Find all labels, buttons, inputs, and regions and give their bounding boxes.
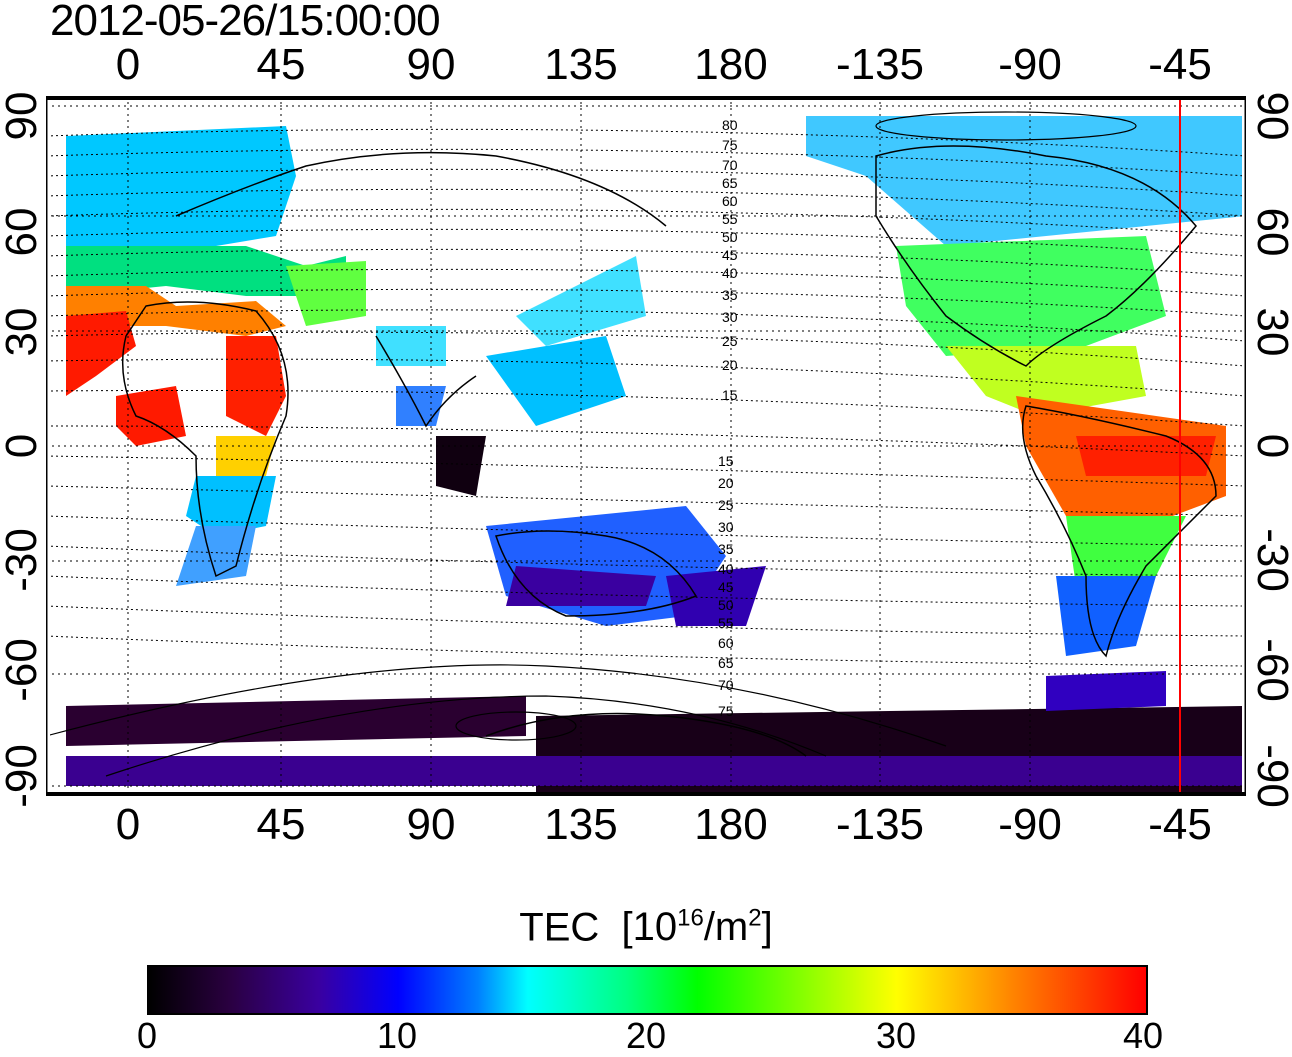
lon-tick-top: 135	[544, 40, 618, 89]
colorbar-unit: [1016/m2]	[622, 905, 773, 949]
colorbar-tick: 0	[136, 1015, 158, 1056]
contour-label: 35	[722, 287, 738, 303]
contour-label: 25	[718, 497, 734, 513]
colorbar-tick: 30	[875, 1015, 917, 1056]
lon-tick-bottom: -45	[1148, 800, 1212, 849]
contour-label: 65	[722, 175, 738, 191]
contour-label: 70	[722, 157, 738, 173]
colorbar-tick: 10	[376, 1015, 418, 1056]
contour-label: 60	[718, 635, 734, 651]
contour-label: 40	[722, 265, 738, 281]
contour-label: 60	[722, 193, 738, 209]
colorbar-tick: 40	[1122, 1015, 1164, 1056]
lon-tick-bottom: -90	[998, 800, 1062, 849]
lon-tick-bottom: -135	[835, 800, 925, 849]
lat-tick-left: 90	[0, 91, 46, 141]
colorbar	[147, 965, 1148, 1015]
contour-label: 20	[718, 475, 734, 491]
lon-tick-bottom: 0	[115, 800, 141, 849]
contour-label: 65	[718, 655, 734, 671]
unit-exponent2: 2	[748, 905, 762, 932]
contour-label: 35	[718, 541, 734, 557]
lon-tick-bottom: 180	[694, 800, 768, 849]
contour-label: 15	[718, 453, 734, 469]
colorbar-quantity: TEC	[519, 905, 600, 950]
lat-tick-right: -30	[1248, 528, 1292, 592]
grid	[50, 100, 1242, 792]
lat-tick-left: 60	[0, 207, 46, 257]
timestamp: 2012-05-26/15:00:00	[50, 0, 441, 45]
lat-tick-right: -90	[1248, 744, 1292, 808]
tec-map: 80 75 70 65 60 55 50 45 40 35 30 25 20 1…	[46, 96, 1246, 796]
contour-label: 50	[722, 229, 738, 245]
lon-tick-top: -135	[835, 40, 925, 89]
contour-label: 45	[718, 579, 734, 595]
lon-tick-top: 180	[694, 40, 768, 89]
contour-lines	[50, 128, 1242, 667]
colorbar-title: TEC [1016/m2]	[0, 905, 1292, 950]
contour-label: 15	[722, 387, 738, 403]
lat-tick-right: -60	[1248, 638, 1292, 702]
contour-label: 40	[718, 561, 734, 577]
contour-label: 45	[722, 247, 738, 263]
lat-tick-right: 0	[1247, 406, 1292, 486]
contour-label: 55	[718, 615, 734, 631]
contour-label: 80	[722, 117, 738, 133]
lon-tick-top: -45	[1148, 40, 1212, 89]
contour-label: 55	[722, 211, 738, 227]
lat-tick-right: 60	[1248, 207, 1292, 257]
colorbar-tick: 20	[625, 1015, 667, 1056]
contour-label: 75	[722, 137, 738, 153]
unit-mid: /m	[703, 905, 749, 950]
lon-tick-top: -90	[998, 40, 1062, 89]
contour-labels: 80 75 70 65 60 55 50 45 40 35 30 25 20 1…	[718, 117, 738, 719]
lat-tick-left: -90	[0, 744, 46, 808]
lon-tick-top: 0	[115, 40, 141, 89]
lat-tick-right: 90	[1248, 91, 1292, 141]
contour-label: 50	[718, 597, 734, 613]
unit-prefix: [10	[621, 905, 678, 950]
lon-tick-bottom: 45	[256, 800, 306, 849]
polar-contours	[50, 111, 1137, 777]
lon-tick-top: 45	[256, 40, 306, 89]
lat-tick-right: 30	[1248, 307, 1292, 357]
unit-suffix: ]	[761, 905, 773, 950]
tec-data-layer	[66, 116, 1242, 792]
lat-tick-left: -60	[0, 638, 46, 702]
lon-tick-bottom: 135	[544, 800, 618, 849]
contour-label: 70	[718, 677, 734, 693]
contour-label: 25	[722, 333, 738, 349]
lat-tick-left: -30	[0, 528, 46, 592]
contour-label: 30	[722, 309, 738, 325]
contour-label: 20	[722, 357, 738, 373]
contour-label: 30	[718, 519, 734, 535]
lon-tick-top: 90	[406, 40, 456, 89]
contour-label: 75	[718, 703, 734, 719]
lon-tick-bottom: 90	[406, 800, 456, 849]
unit-exponent: 16	[677, 905, 704, 932]
lat-tick-left: 30	[0, 307, 46, 357]
lat-tick-left: 0	[0, 433, 46, 459]
